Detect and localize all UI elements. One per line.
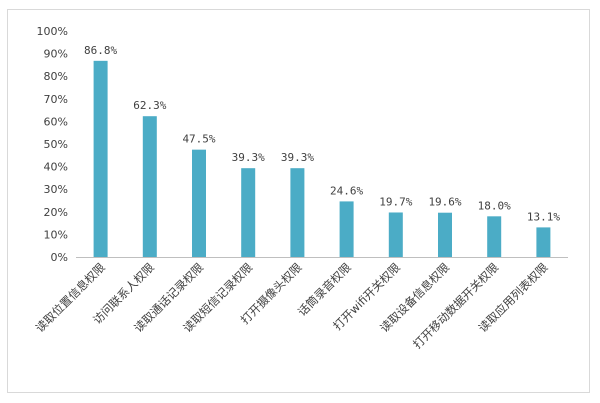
y-tick-label: 0%	[51, 251, 68, 264]
y-tick-label: 50%	[44, 138, 68, 151]
data-label: 47.5%	[182, 133, 215, 146]
bar	[388, 212, 403, 257]
data-label: 86.8%	[84, 44, 117, 57]
bar	[142, 116, 157, 258]
data-labels: 86.8% 62.3% 47.5% 39.3% 39.3% 24.6% 19.7% 19.6%…	[84, 44, 560, 224]
bar	[192, 149, 206, 257]
x-tick-label: 打开移动数据开关权限	[410, 260, 502, 352]
y-tick-label: 40%	[44, 161, 68, 174]
bar	[339, 201, 354, 257]
bar	[241, 168, 256, 257]
data-label: 24.6%	[330, 184, 363, 197]
y-axis-tick-labels: 0% 10% 20% 30% 40% 50% 60% 70% 80% 90% 100%	[37, 25, 68, 264]
bar	[290, 168, 305, 257]
y-tick-label: 80%	[44, 70, 68, 83]
x-axis-tick-labels: 读取位置信息权限访问联系人权限读取通话记录权限读取短信记录权限打开摄像头权限话筒…	[33, 260, 551, 352]
y-tick-label: 60%	[44, 115, 68, 128]
data-label: 62.3%	[133, 99, 166, 112]
bar	[93, 60, 108, 257]
data-label: 18.0%	[478, 199, 511, 212]
bar	[487, 216, 502, 257]
y-tick-label: 90%	[44, 48, 68, 61]
data-label: 39.3%	[232, 151, 265, 164]
y-tick-label: 100%	[37, 25, 68, 38]
y-tick-label: 30%	[44, 183, 68, 196]
y-tick-label: 70%	[44, 93, 68, 106]
y-tick-label: 20%	[44, 206, 68, 219]
bar	[438, 212, 452, 257]
bar	[536, 227, 551, 257]
data-label: 19.7%	[379, 195, 412, 208]
data-label: 39.3%	[281, 151, 314, 164]
bars	[93, 60, 551, 258]
data-label: 13.1%	[527, 210, 560, 223]
y-tick-label: 10%	[44, 228, 68, 241]
data-label: 19.6%	[428, 196, 461, 209]
